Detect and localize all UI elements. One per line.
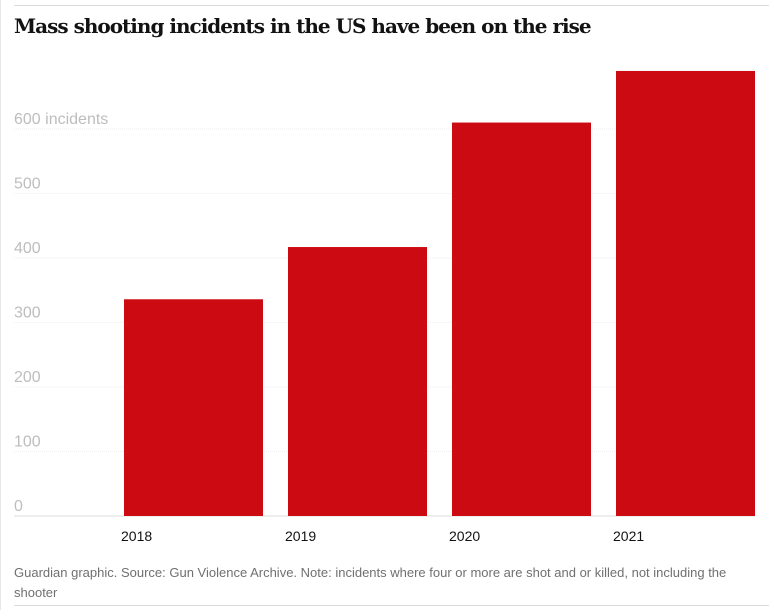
top-rule [14, 5, 769, 6]
left-border [0, 0, 1, 610]
x-tick-label: 2020 [449, 528, 480, 544]
chart-footer-note: Guardian graphic. Source: Gun Violence A… [14, 565, 727, 600]
y-tick-label: 600 incidents [14, 111, 108, 128]
y-tick-label: 400 [14, 240, 41, 257]
bottom-rule [14, 605, 769, 606]
bar-2018 [124, 299, 263, 516]
bar-2020 [452, 122, 591, 517]
y-tick-label: 0 [14, 498, 23, 515]
x-tick-label: 2021 [613, 528, 644, 544]
x-tick-label: 2018 [121, 528, 152, 544]
bar-2021 [616, 70, 755, 516]
y-tick-label: 200 [14, 369, 41, 386]
chart-title: Mass shooting incidents in the US have b… [14, 14, 592, 38]
y-tick-label: 500 [14, 176, 41, 193]
y-tick-label: 300 [14, 305, 41, 322]
x-tick-label: 2019 [285, 528, 316, 544]
bar-2019 [288, 247, 427, 516]
y-tick-label: 100 [14, 434, 41, 451]
